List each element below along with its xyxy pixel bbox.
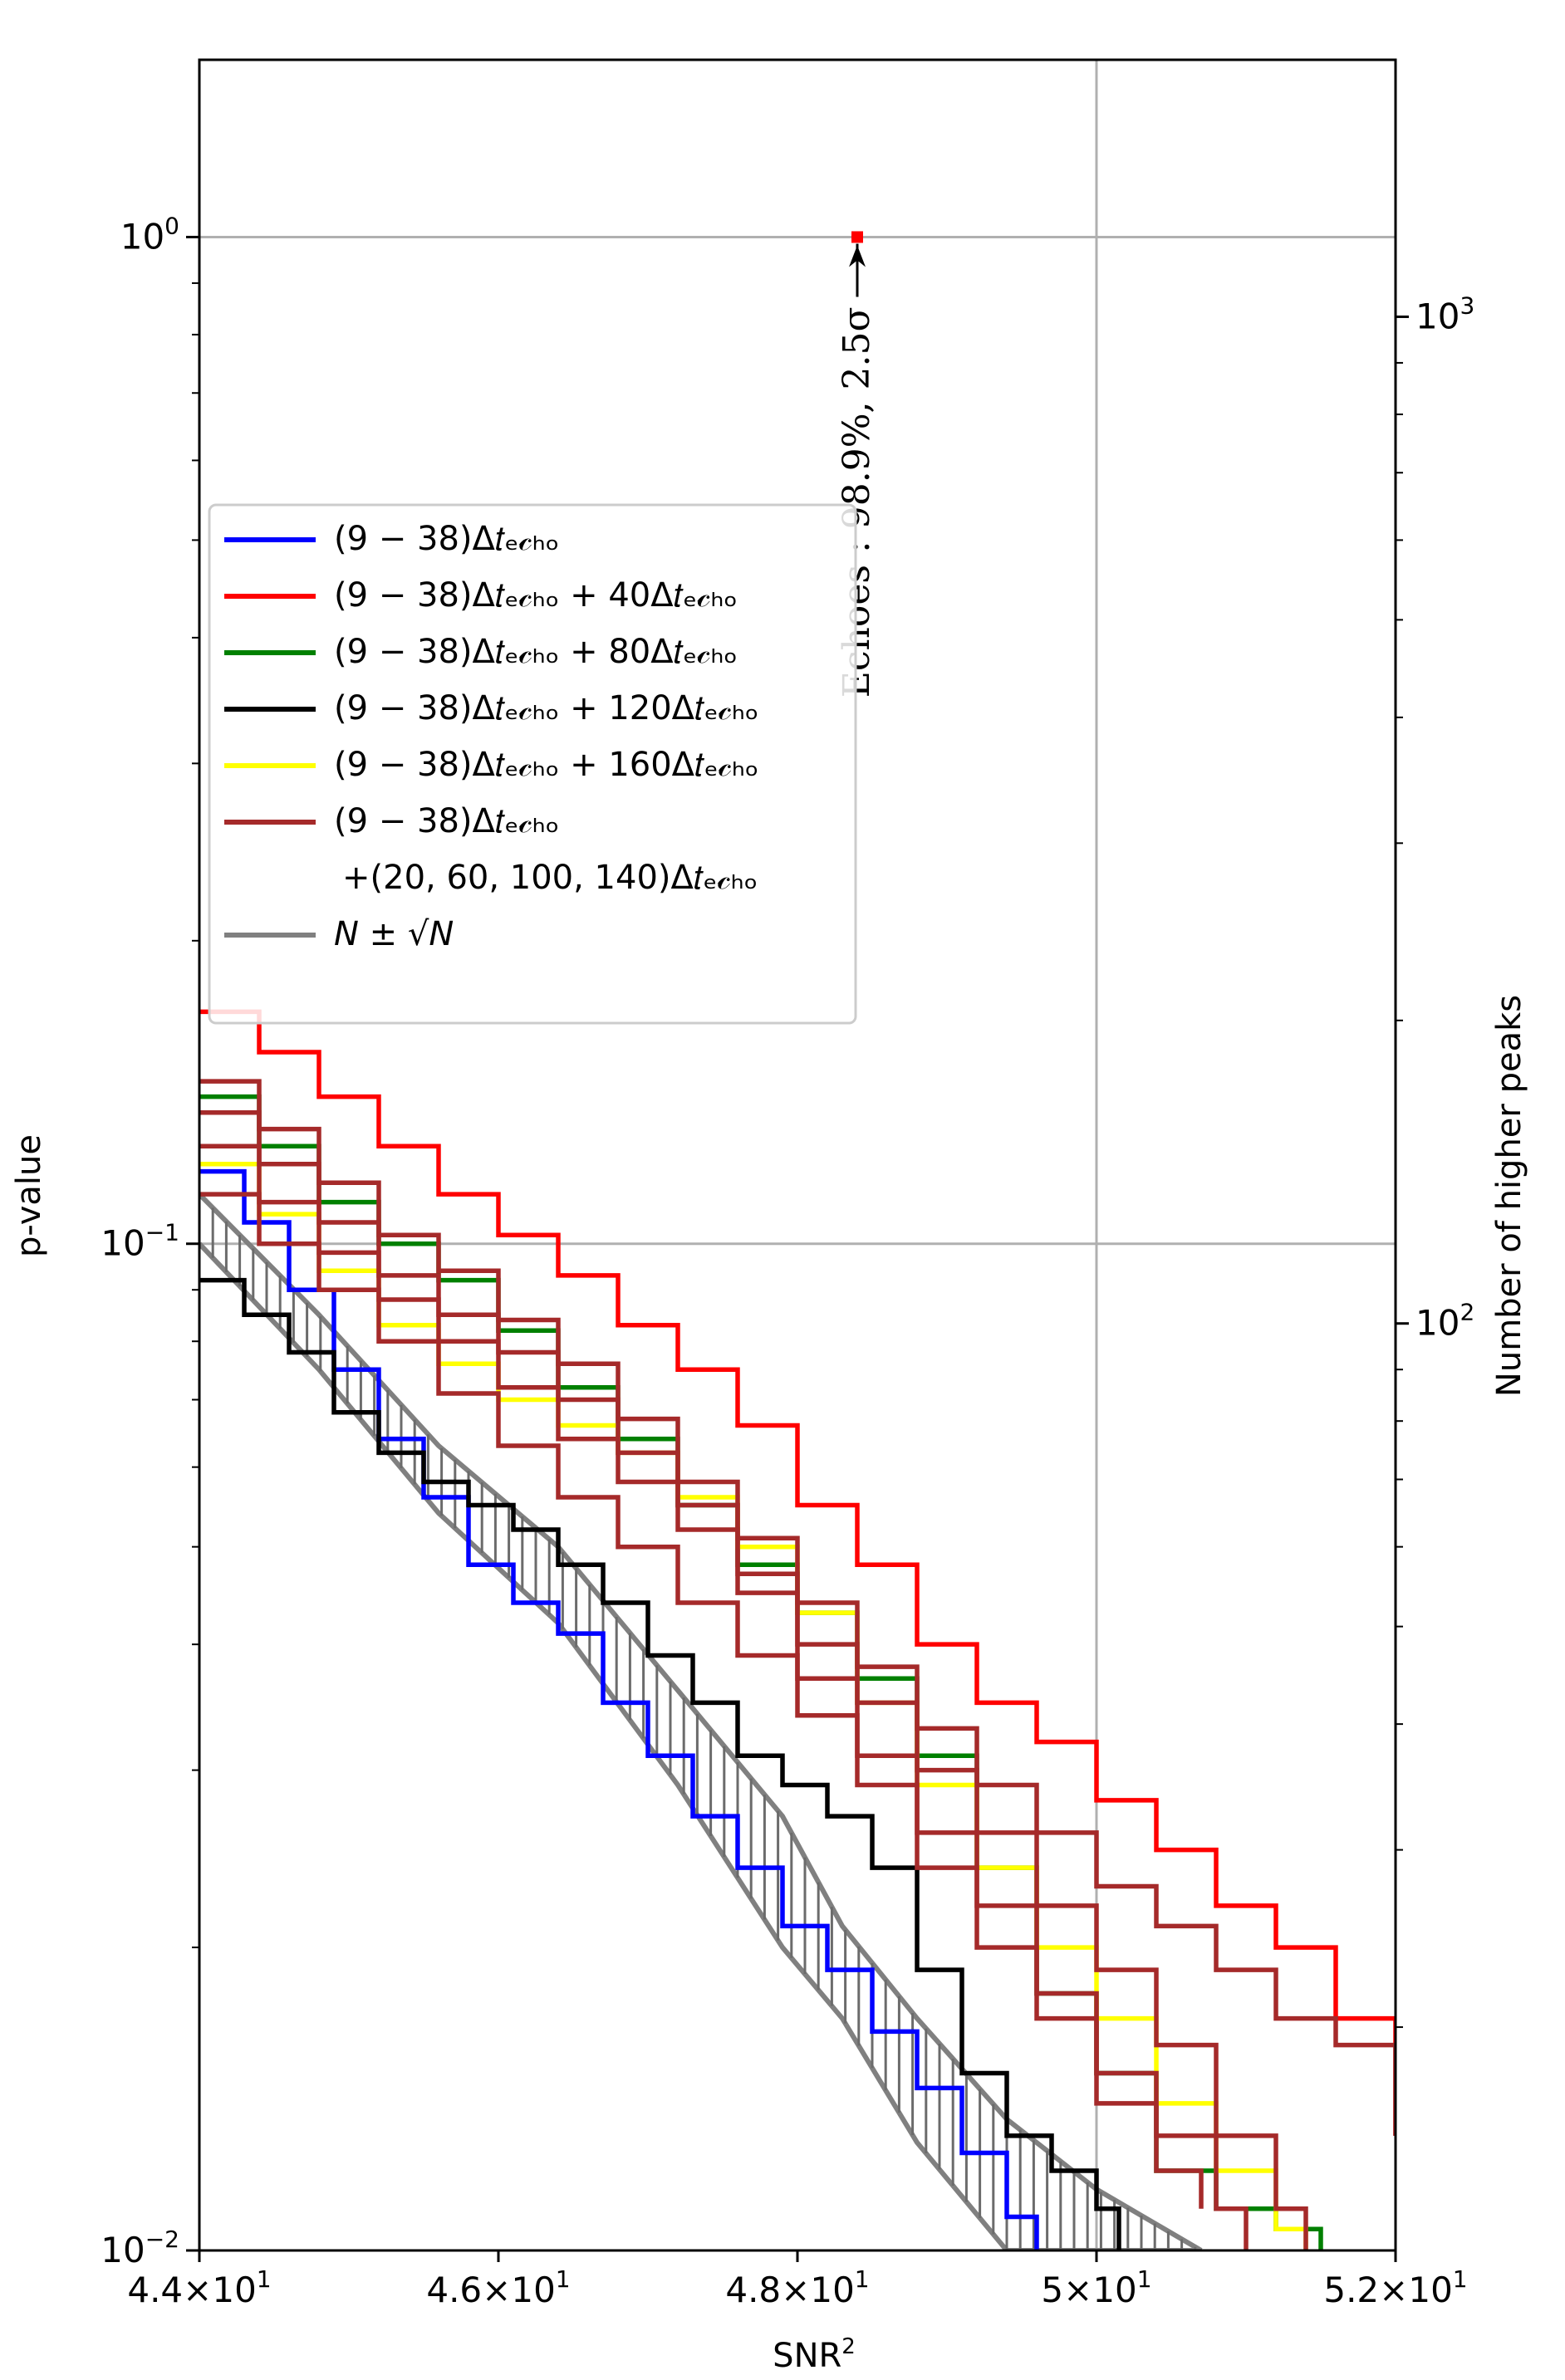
x-tick-mantissa: 4.6×10 [426,2270,555,2310]
legend-box [208,503,857,1025]
annotation-marker [851,231,863,243]
band-area [199,1192,1203,2250]
annotation-arrowhead [849,245,866,267]
legend-label-4: (9 − 38)Δ𝑡ₑ𝒸ₕₒ + 160Δ𝑡ₑ𝒸ₕₒ [334,746,759,784]
x-tick-mantissa: 5×10 [1041,2270,1136,2310]
band-lower-line [199,1241,1201,2250]
x-axis-label-base: SNR [773,2337,841,2375]
y-tick-base: 10 [101,1223,145,1264]
x-tick-label: 5.2×101 [1323,2265,1467,2310]
y-tick-exponent: 0 [164,212,179,239]
x-tick-exponent: 1 [556,2265,571,2293]
x-tick-label: 4.8×101 [725,2265,869,2310]
y-tick-label: 10−2 [101,2226,179,2270]
series-line-6 [199,1109,1308,2250]
x-tick-mantissa: 4.8×10 [725,2270,854,2310]
band-upper-line [199,1192,1203,2250]
axis-ticks: 4.4×101 4.6×101 4.8×101 5×101 5.2×10110−210−… [101,212,1474,2310]
legend-label-2: (9 − 38)Δ𝑡ₑ𝒸ₕₒ + 80Δ𝑡ₑ𝒸ₕₒ [334,633,738,671]
y2-tick-label: 102 [1415,1299,1474,1344]
x-tick-exponent: 1 [855,2265,870,2293]
x-tick-exponent: 1 [257,2265,272,2293]
y2-tick-label: 103 [1415,291,1474,336]
y-tick-label: 10−1 [101,1219,179,1264]
y-tick-base: 10 [120,216,164,257]
x-tick-exponent: 1 [1137,2265,1152,2293]
y2-tick-base: 10 [1415,296,1460,336]
x-tick-mantissa: 5.2×10 [1323,2270,1452,2310]
y-tick-base: 10 [101,2230,145,2270]
y-axis-label: p-value [10,1134,48,1257]
legend: (9 − 38)Δ𝑡ₑ𝒸ₕₒ (9 − 38)Δ𝑡ₑ𝒸ₕₒ + 40Δ𝑡ₑ𝒸ₕₒ (… [208,503,857,1025]
legend-label-band: N ± √N [334,915,454,953]
x-tick-label: 5×101 [1041,2265,1151,2310]
y2-tick-exponent: 2 [1460,1299,1474,1326]
x-tick-exponent: 1 [1453,2265,1468,2293]
legend-label-5: +(20, 60, 100, 140)Δ𝑡ₑ𝒸ₕₒ [342,859,758,897]
x-tick-label: 4.4×101 [127,2265,271,2310]
series-line-0 [199,1168,1039,2250]
y2-axis-label: Number of higher peaks [1490,995,1528,1397]
legend-label-1: (9 − 38)Δ𝑡ₑ𝒸ₕₒ + 40Δ𝑡ₑ𝒸ₕₒ [334,576,738,615]
x-axis-label-sup: 2 [841,2334,856,2359]
y2-tick-base: 10 [1415,1303,1460,1344]
y2-tick-exponent: 3 [1460,291,1474,319]
y-tick-label: 100 [120,212,179,257]
y-tick-exponent: −1 [145,1219,179,1246]
legend-label-3: (9 − 38)Δ𝑡ₑ𝒸ₕₒ + 120Δ𝑡ₑ𝒸ₕₒ [334,689,759,727]
series-lines [199,1009,1396,2250]
series-line-8 [199,1192,1204,2209]
y-tick-exponent: −2 [145,2226,179,2253]
x-tick-mantissa: 4.4×10 [127,2270,256,2310]
legend-label-0: (9 − 38)Δ𝑡ₑ𝒸ₕₒ [334,520,559,558]
legend-label-5: (9 − 38)Δ𝑡ₑ𝒸ₕₒ [334,802,559,840]
series-line-1 [199,1009,1396,2136]
x-axis-label: SNR2 [773,2334,856,2375]
series-line-3 [199,1277,1121,2250]
x-tick-label: 4.6×101 [426,2265,570,2310]
axis-labels: p-value Number of higher peaks SNR2 [10,995,1528,2375]
